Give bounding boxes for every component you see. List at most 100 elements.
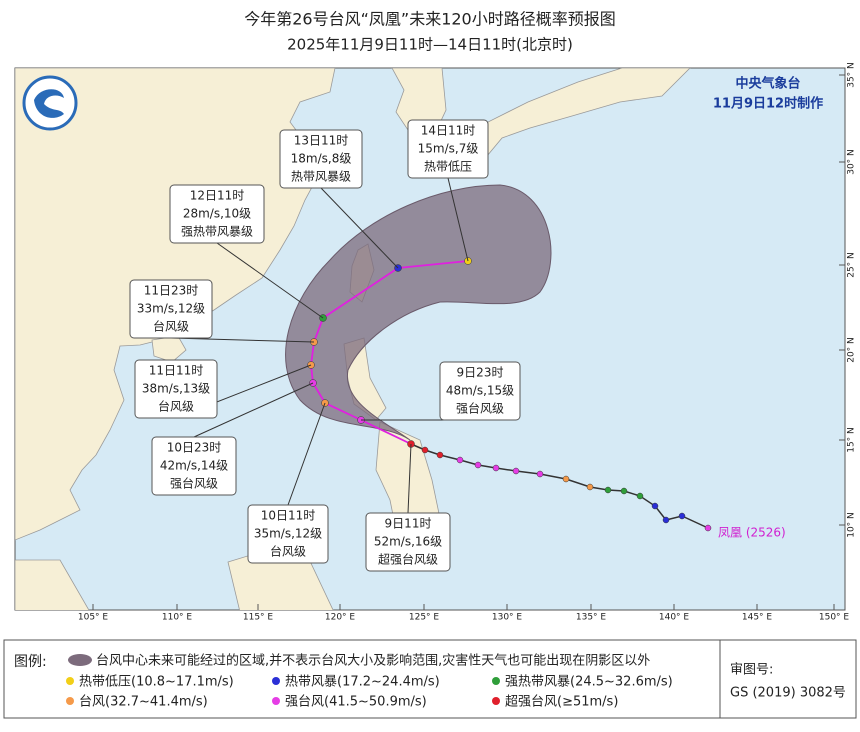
lon-label: 125° E [409, 613, 440, 623]
lon-label: 120° E [325, 613, 356, 623]
agency-name: 中央气象台 [735, 76, 800, 92]
legend-marker [66, 677, 74, 685]
past-point [421, 446, 429, 454]
callout-category: 强台风级 [170, 476, 218, 491]
lat-label: 30° N [847, 149, 857, 175]
callout-wind: 18m/s,8级 [291, 152, 352, 166]
legend-area: 台风中心未来可能经过的区域,并不表示台风大小及影响范围,灾害性天气也可能出现在阴… [96, 653, 650, 669]
callout-box [247, 504, 329, 564]
past-point [604, 486, 612, 494]
probability-cone [285, 184, 552, 441]
japan [469, 68, 691, 163]
callout-box [365, 512, 451, 572]
past-point [678, 512, 686, 520]
callout-wind: 42m/s,14级 [160, 459, 228, 473]
callout-category: 超强台风级 [378, 552, 438, 567]
legend-item: 强热带风暴(24.5~32.6m/s) [505, 675, 673, 690]
legend-marker [492, 677, 500, 685]
legend-item: 台风(32.7~41.4m/s) [79, 695, 208, 710]
past-point [620, 487, 628, 495]
lon-label: 110° E [162, 613, 193, 623]
callout-category: 台风级 [158, 399, 194, 414]
callout-wind: 48m/s,15级 [446, 384, 514, 398]
lat-label: 35° N [847, 62, 857, 88]
past-point [474, 461, 482, 469]
past-point [436, 451, 444, 459]
callout-time: 9日11时 [385, 517, 432, 531]
legend-heading: 图例: [14, 654, 47, 670]
past-point [662, 516, 670, 524]
legend-box [3, 639, 857, 719]
callout-leader [216, 242, 324, 319]
callout-leader [320, 187, 399, 269]
callout-leader [407, 443, 412, 514]
callout-wind: 52m/s,16级 [374, 535, 442, 549]
lat-label: 10° N [847, 512, 857, 538]
legend-marker [66, 697, 74, 705]
callout-box [151, 436, 237, 496]
lon-label: 105° E [78, 613, 109, 623]
approval-heading: 审图号: [730, 663, 773, 678]
callout-time: 11日23时 [144, 284, 199, 298]
legend-cone [68, 654, 92, 666]
lon-label: 150° E [819, 613, 850, 623]
lon-label: 130° E [492, 613, 523, 623]
callout-leader [287, 402, 326, 506]
approval-number: GS (2019) 3082号 [730, 686, 846, 701]
callout-box [439, 361, 521, 421]
lat-label: 25° N [847, 252, 857, 278]
callout-time: 10日23时 [167, 441, 222, 455]
typhoon-label: 凤凰 (2526) [718, 526, 786, 540]
legend-marker [272, 677, 280, 685]
callout-wind: 33m/s,12级 [137, 302, 205, 316]
callout-time: 14日11时 [421, 124, 476, 138]
callout-wind: 28m/s,10级 [183, 207, 251, 221]
logo [22, 75, 78, 131]
callout-box [169, 184, 265, 244]
callout-time: 11日11时 [149, 364, 204, 378]
callout-category: 热带风暴级 [291, 170, 351, 184]
callout-wind: 15m/s,7级 [418, 142, 479, 156]
callout-category: 强热带风暴级 [181, 225, 253, 239]
callout-wind: 35m/s,12级 [254, 527, 322, 541]
past-point [586, 483, 594, 491]
past-point [492, 464, 500, 472]
lat-label: 15° N [847, 427, 857, 453]
logo-swirl [34, 89, 64, 118]
lon-label: 140° E [659, 613, 690, 623]
callout-time: 12日11时 [190, 189, 245, 203]
past-point [636, 492, 644, 500]
lon-label: 115° E [243, 613, 274, 623]
past-point [512, 467, 520, 475]
callout-leader [447, 177, 469, 262]
callout-box [129, 279, 213, 339]
callout-category: 台风级 [153, 319, 189, 334]
subtitle: 2025年11月9日11时—14日11时(北京时) [287, 36, 573, 54]
callout-time: 9日23时 [457, 366, 504, 380]
legend: 图例: 台风中心未来可能经过的区域,并不表示台风大小及影响范围,灾害性天气也可能… [3, 639, 857, 719]
callout-time: 10日11时 [261, 509, 316, 523]
legend-item: 强台风(41.5~50.9m/s) [285, 695, 427, 710]
legend-item: 热带风暴(17.2~24.4m/s) [285, 675, 440, 690]
callout-time: 13日11时 [294, 134, 349, 148]
title: 今年第26号台风“凤凰”未来120小时路径概率预报图 [244, 10, 615, 29]
legend-marker [492, 697, 500, 705]
malay-peninsula [15, 559, 90, 610]
past-point [456, 456, 464, 464]
callout-box [279, 129, 363, 189]
legend-item: 超强台风(≥51m/s) [505, 695, 618, 710]
lon-label: 145° E [742, 613, 773, 623]
callout-category: 热带低压 [424, 160, 472, 174]
callout-category: 强台风级 [456, 401, 504, 416]
callout-category: 台风级 [270, 544, 306, 559]
legend-marker [272, 697, 280, 705]
callout-leader [170, 337, 315, 343]
past-point [651, 502, 659, 510]
callout-box [134, 359, 218, 419]
past-point [704, 524, 712, 532]
legend-item: 热带低压(10.8~17.1m/s) [79, 675, 234, 690]
past-point [536, 470, 544, 478]
lat-label: 20° N [847, 337, 857, 363]
